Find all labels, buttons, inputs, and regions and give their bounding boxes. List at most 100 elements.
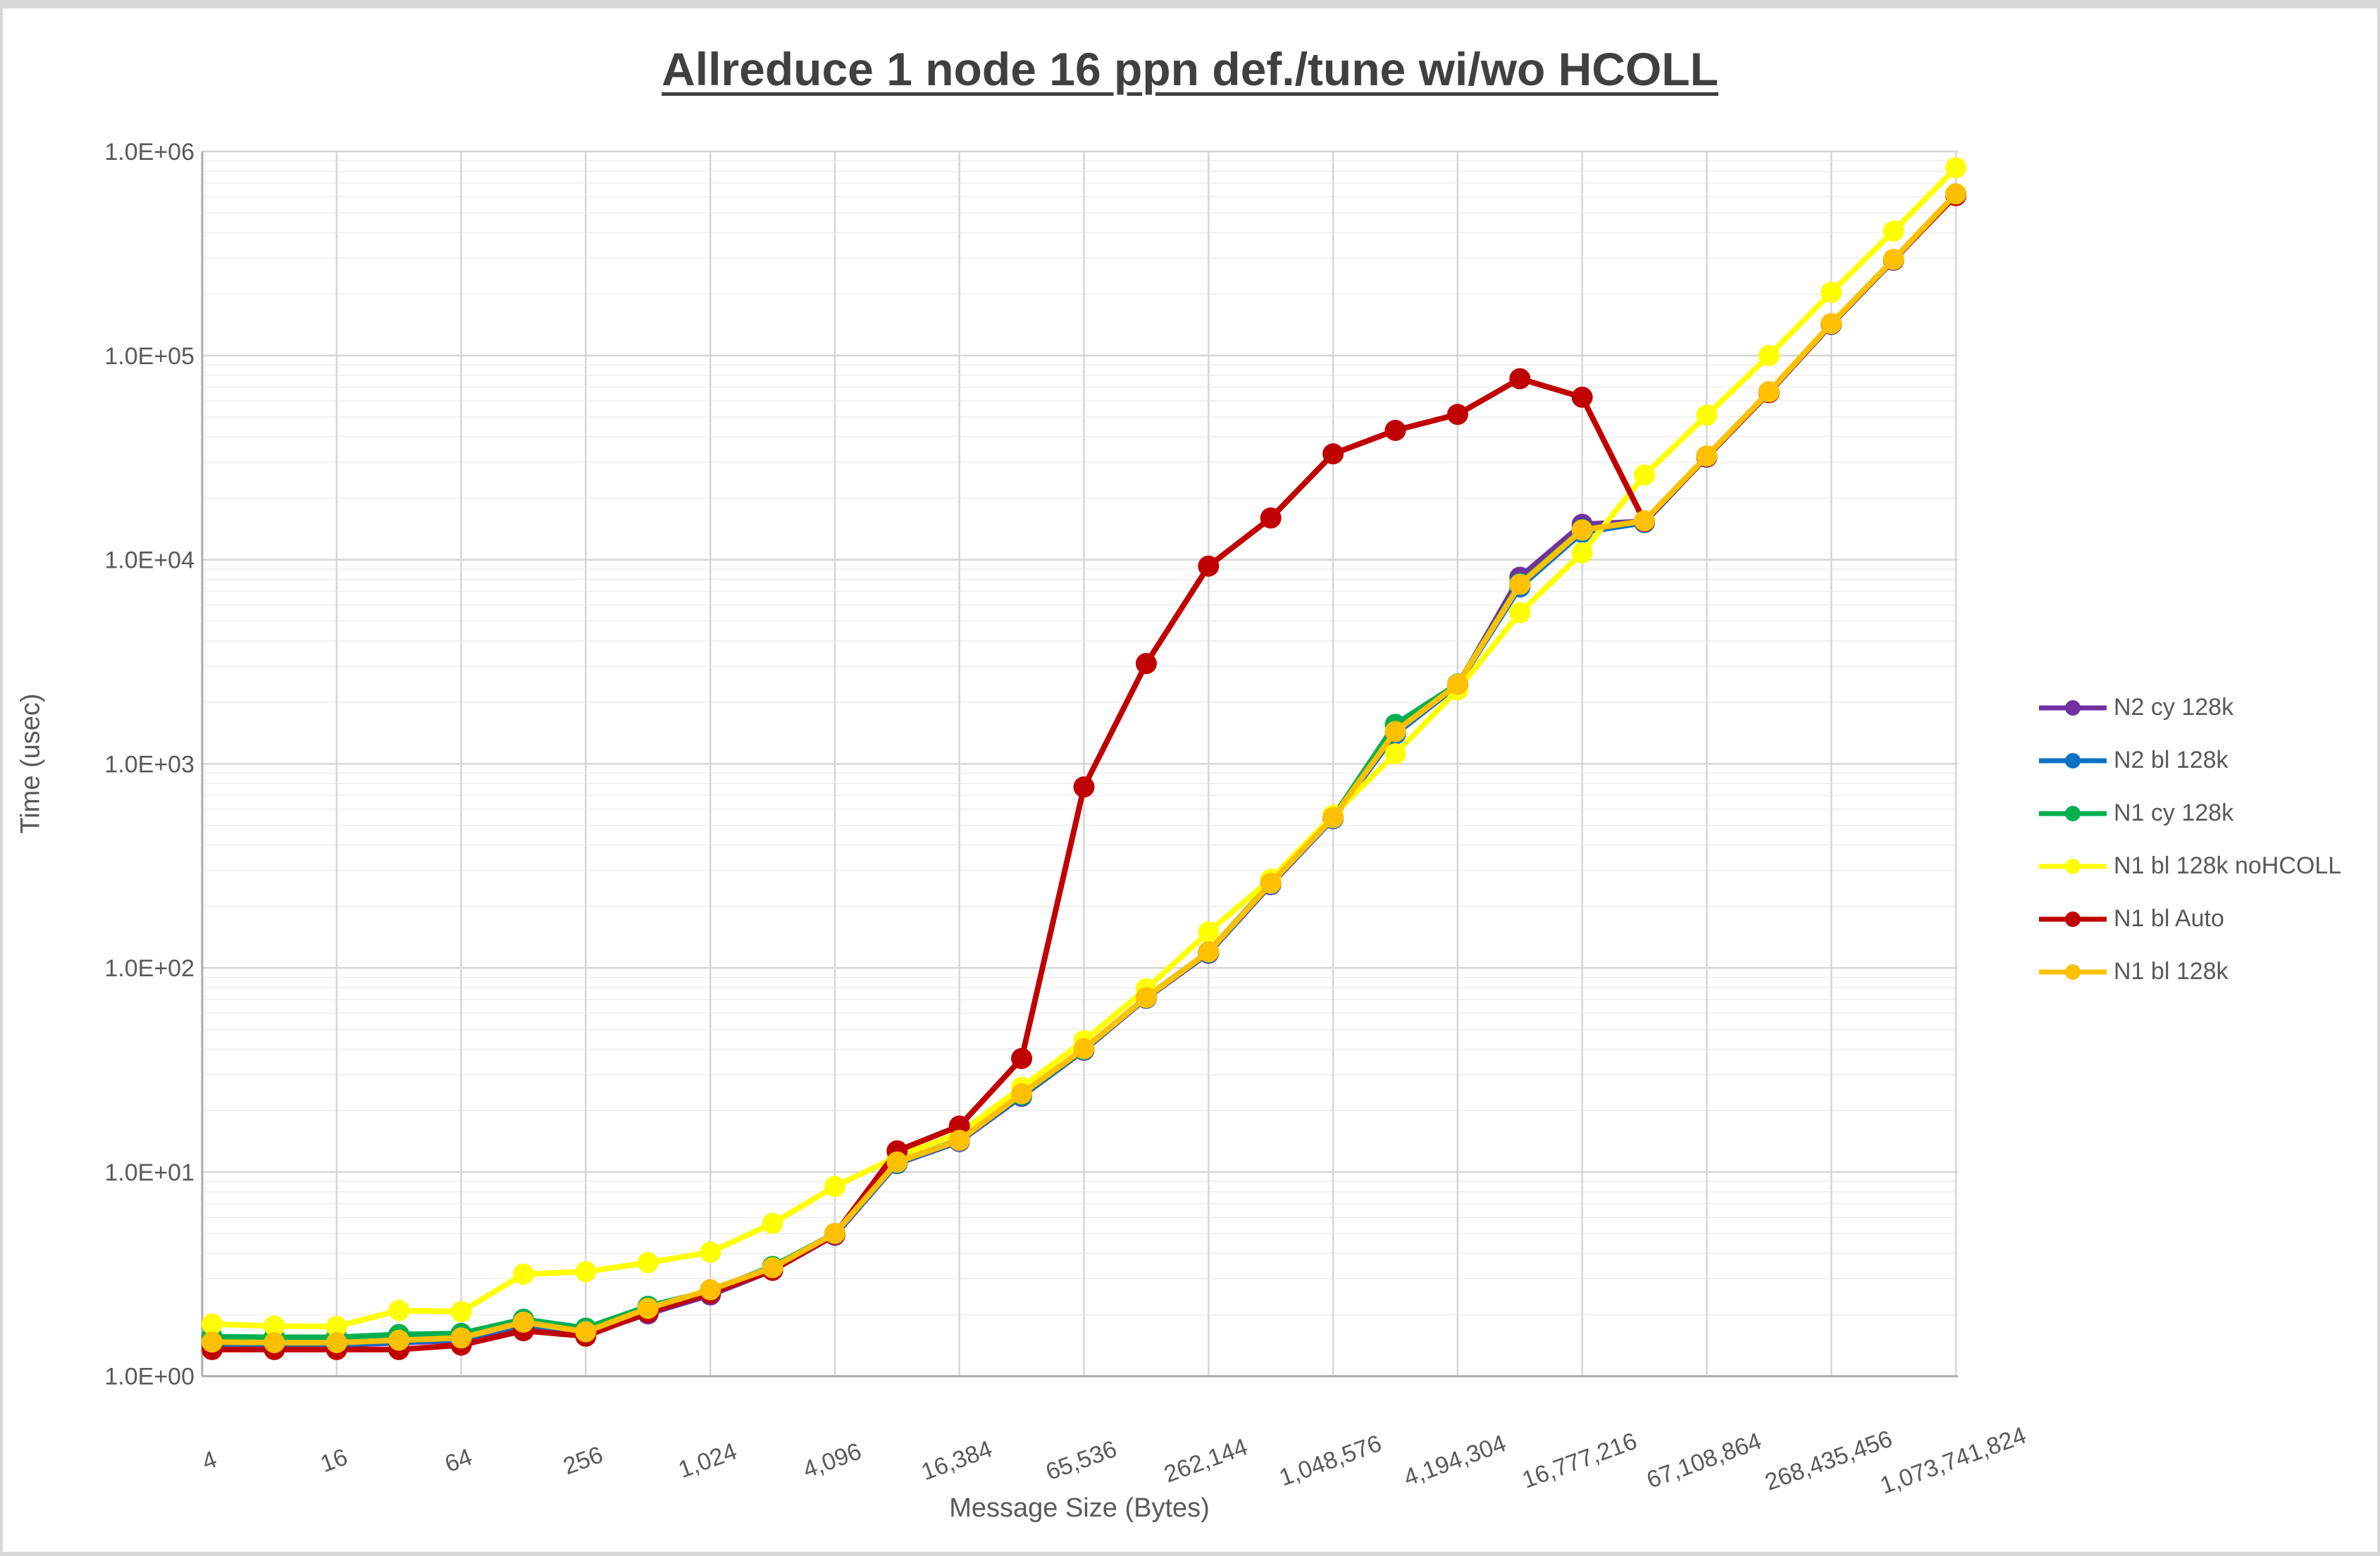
data-point <box>1821 313 1842 335</box>
x-tick-label: 262,144 <box>1160 1433 1251 1488</box>
data-point <box>700 1241 721 1263</box>
data-point <box>202 1331 223 1353</box>
data-point <box>1260 872 1282 894</box>
data-point <box>1135 987 1157 1009</box>
data-point <box>575 1261 597 1283</box>
x-tick-label: 256 <box>559 1441 606 1480</box>
y-tick-label: 1.0E+01 <box>104 1159 194 1186</box>
data-point <box>1696 404 1718 426</box>
y-tick-label: 1.0E+06 <box>104 139 194 166</box>
data-point <box>1073 1038 1095 1059</box>
data-point <box>388 1329 410 1351</box>
data-point <box>575 1321 597 1343</box>
legend-item: N1 bl 128k <box>2038 945 2369 998</box>
data-point <box>512 1263 534 1285</box>
data-point <box>824 1223 845 1245</box>
data-point <box>1446 404 1468 425</box>
data-point <box>1446 673 1468 695</box>
legend-label: N1 bl 128k noHCOLL <box>2114 852 2342 879</box>
x-tick-label: 4 <box>199 1446 221 1476</box>
legend-label: N2 cy 128k <box>2114 694 2234 721</box>
data-point <box>824 1176 845 1197</box>
y-tick-label: 1.0E+05 <box>104 343 194 370</box>
x-tick-label: 65,536 <box>1042 1436 1120 1486</box>
data-point <box>1011 1047 1033 1069</box>
data-point <box>762 1257 783 1278</box>
data-point <box>1883 249 1904 270</box>
data-point <box>1634 510 1656 532</box>
data-point <box>1198 555 1220 577</box>
data-point <box>1883 220 1904 242</box>
data-point <box>264 1315 285 1337</box>
x-tick-label: 67,108,864 <box>1643 1428 1765 1494</box>
x-tick-label: 1,073,741,824 <box>1877 1422 2030 1500</box>
x-tick-label: 1,024 <box>675 1438 740 1483</box>
legend-line-marker-icon <box>2039 752 2107 768</box>
chart-title: Allreduce 1 node 16 ppn def./tune wi/wo … <box>662 43 1718 95</box>
data-point <box>202 1313 223 1335</box>
data-point <box>1322 807 1344 828</box>
data-point <box>264 1332 285 1354</box>
legend-item: N1 cy 128k <box>2038 787 2369 840</box>
data-point <box>1011 1083 1033 1104</box>
series-n1-bl-128k <box>202 183 1966 1354</box>
data-point <box>326 1332 347 1354</box>
data-point <box>1384 721 1406 742</box>
legend-line-marker-icon <box>2039 858 2107 874</box>
data-point <box>700 1279 721 1301</box>
legend-item: N2 cy 128k <box>2038 681 2369 734</box>
data-point <box>1696 445 1718 467</box>
legend: N2 cy 128k N2 bl 128k N1 cy 128k N1 bl 128k… <box>2038 681 2369 998</box>
data-point <box>1571 542 1593 564</box>
legend-label: N2 bl 128k <box>2114 747 2229 773</box>
data-point <box>1198 941 1220 963</box>
data-point <box>1945 183 1966 205</box>
data-point <box>450 1301 472 1323</box>
y-tick-label: 1.0E+04 <box>104 547 194 574</box>
data-point <box>1384 419 1406 441</box>
data-point <box>1571 519 1593 541</box>
data-point <box>1073 776 1095 798</box>
data-point <box>1758 381 1780 403</box>
data-point <box>1509 602 1531 623</box>
data-point <box>1135 652 1157 674</box>
data-point <box>1509 573 1531 595</box>
data-point <box>450 1327 472 1349</box>
x-tick-label: 4,096 <box>800 1438 865 1483</box>
data-point <box>1198 921 1220 943</box>
x-tick-label: 64 <box>442 1443 476 1478</box>
y-tick-label: 1.0E+03 <box>104 751 194 778</box>
data-point <box>512 1311 534 1333</box>
data-point <box>762 1212 783 1234</box>
x-tick-label: 4,194,304 <box>1401 1430 1510 1491</box>
legend-line-marker-icon <box>2039 964 2107 980</box>
data-point <box>637 1297 659 1319</box>
line-chart-plot: 1.0E+00 1.0E+01 1.0E+02 1.0E+03 1.0E+04 1.0E+… <box>104 139 2030 1500</box>
data-point <box>886 1151 908 1173</box>
y-tick-label: 1.0E+00 <box>104 1364 194 1390</box>
legend-label: N1 bl Auto <box>2114 905 2224 932</box>
legend-line-marker-icon <box>2039 911 2107 927</box>
legend-line-marker-icon <box>2039 699 2107 716</box>
legend-label: N1 cy 128k <box>2114 799 2234 826</box>
data-point <box>1634 464 1656 486</box>
data-point <box>1322 443 1344 465</box>
data-point <box>326 1316 347 1338</box>
data-point <box>1821 282 1842 304</box>
data-point <box>948 1129 970 1151</box>
data-point <box>1260 507 1282 529</box>
x-tick-label: 16 <box>317 1443 352 1478</box>
data-point <box>1509 368 1531 390</box>
legend-line-marker-icon <box>2039 805 2107 821</box>
x-tick-label: 268,435,456 <box>1761 1425 1896 1495</box>
y-tick-label: 1.0E+02 <box>104 955 194 982</box>
data-point <box>388 1300 410 1321</box>
x-tick-label: 16,777,216 <box>1518 1428 1640 1494</box>
legend-label: N1 bl 128k <box>2114 958 2229 985</box>
legend-item: N1 bl 128k noHCOLL <box>2038 840 2369 892</box>
x-axis-title: Message Size (Bytes) <box>949 1493 1210 1523</box>
x-tick-label: 16,384 <box>918 1436 996 1486</box>
x-tick-label: 1,048,576 <box>1276 1430 1385 1491</box>
data-point <box>637 1252 659 1274</box>
